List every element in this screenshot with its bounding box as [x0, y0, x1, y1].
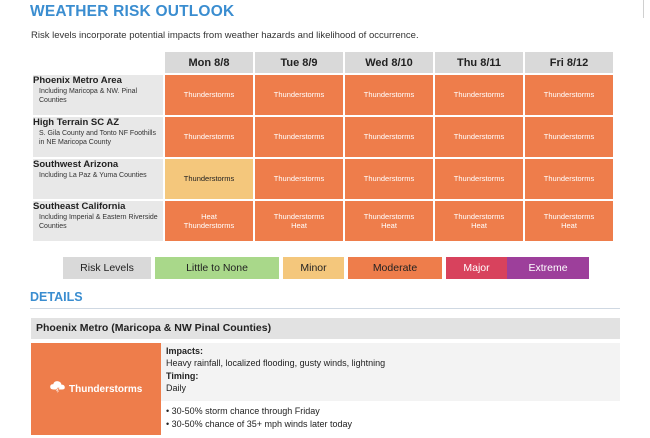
day-header-row: Mon 8/8 Tue 8/9 Wed 8/10 Thu 8/11 Fri 8/…	[33, 52, 613, 73]
region-label: Southeast California Including Imperial …	[33, 201, 163, 241]
region-name: High Terrain SC AZ	[33, 117, 120, 128]
legend-item: Moderate	[348, 257, 442, 279]
hazard-box: Thunderstorms	[31, 343, 161, 435]
region-row: Southeast California Including Imperial …	[33, 201, 613, 241]
page-title: WEATHER RISK OUTLOOK	[30, 3, 235, 20]
risk-cell: Thunderstorms	[165, 75, 253, 115]
legend-item: Major	[446, 257, 507, 279]
legend-item: Risk Levels	[63, 257, 151, 279]
legend-item: Extreme	[507, 257, 589, 279]
hazard-label: Thunderstorms	[69, 384, 143, 395]
region-description: Including La Paz & Yuma Counties	[39, 172, 147, 179]
region-name: Southeast California	[33, 201, 126, 212]
risk-outlook-table: Mon 8/8 Tue 8/9 Wed 8/10 Thu 8/11 Fri 8/…	[31, 50, 615, 243]
risk-cell: Thunderstorms	[435, 159, 523, 199]
risk-cell: Thunderstorms	[525, 75, 613, 115]
details-section-header: Phoenix Metro (Maricopa & NW Pinal Count…	[31, 318, 620, 339]
risk-cell: Thunderstorms	[345, 117, 433, 157]
details-divider	[30, 308, 620, 309]
risk-cell: Thunderstorms	[255, 117, 343, 157]
risk-cell: Thunderstorms	[345, 159, 433, 199]
risk-cell: Thunderstorms	[165, 159, 253, 199]
impacts-panel: Impacts: Heavy rainfall, localized flood…	[161, 343, 620, 401]
region-label: Phoenix Metro Area Including Maricopa & …	[33, 75, 163, 115]
risk-cell: Thunderstorms	[165, 117, 253, 157]
region-name: Phoenix Metro Area	[33, 75, 122, 86]
region-row: Southwest Arizona Including La Paz & Yum…	[33, 159, 613, 199]
bullet-item: • 30-50% storm chance through Friday	[166, 406, 320, 416]
risk-cell: Thunderstorms Heat	[345, 201, 433, 241]
region-description: Including Imperial & Eastern Riverside C…	[39, 214, 158, 230]
impacts-label: Impacts:	[166, 346, 204, 356]
region-name: Southwest Arizona	[33, 159, 119, 170]
region-description: S. Gila County and Tonto NF Foothills in…	[39, 130, 156, 146]
risk-cell: Thunderstorms	[525, 117, 613, 157]
day-header: Mon 8/8	[165, 52, 253, 73]
timing-label: Timing:	[166, 371, 199, 381]
risk-cell: Thunderstorms Heat	[435, 201, 523, 241]
bullet-item: • 30-50% chance of 35+ mph winds later t…	[166, 419, 353, 429]
impacts-text: Heavy rainfall, localized flooding, gust…	[166, 358, 386, 368]
legend-item: Little to None	[155, 257, 279, 279]
thunderstorm-cloud-icon	[50, 381, 65, 395]
region-description: Including Maricopa & NW. Pinal Counties	[39, 88, 138, 104]
risk-cell: Thunderstorms Heat	[525, 201, 613, 241]
day-header: Fri 8/12	[525, 52, 613, 73]
table-corner	[33, 52, 163, 73]
timing-text: Daily	[166, 383, 187, 393]
region-label: Southwest Arizona Including La Paz & Yum…	[33, 159, 163, 199]
details-title: DETAILS	[30, 290, 83, 304]
risk-cell: Heat Thunderstorms	[165, 201, 253, 241]
details-bullets: • 30-50% storm chance through Friday • 3…	[161, 401, 620, 438]
page-subtitle: Risk levels incorporate potential impact…	[31, 30, 419, 41]
header-divider	[643, 0, 644, 18]
risk-cell: Thunderstorms	[255, 159, 343, 199]
day-header: Wed 8/10	[345, 52, 433, 73]
day-header: Tue 8/9	[255, 52, 343, 73]
risk-cell: Thunderstorms	[435, 117, 523, 157]
risk-cell: Thunderstorms	[435, 75, 523, 115]
region-row: High Terrain SC AZ S. Gila County and To…	[33, 117, 613, 157]
risk-cell: Thunderstorms Heat	[255, 201, 343, 241]
legend-item: Minor	[283, 257, 344, 279]
region-label: High Terrain SC AZ S. Gila County and To…	[33, 117, 163, 157]
day-header: Thu 8/11	[435, 52, 523, 73]
risk-cell: Thunderstorms	[255, 75, 343, 115]
risk-cell: Thunderstorms	[525, 159, 613, 199]
risk-cell: Thunderstorms	[345, 75, 433, 115]
region-row: Phoenix Metro Area Including Maricopa & …	[33, 75, 613, 115]
